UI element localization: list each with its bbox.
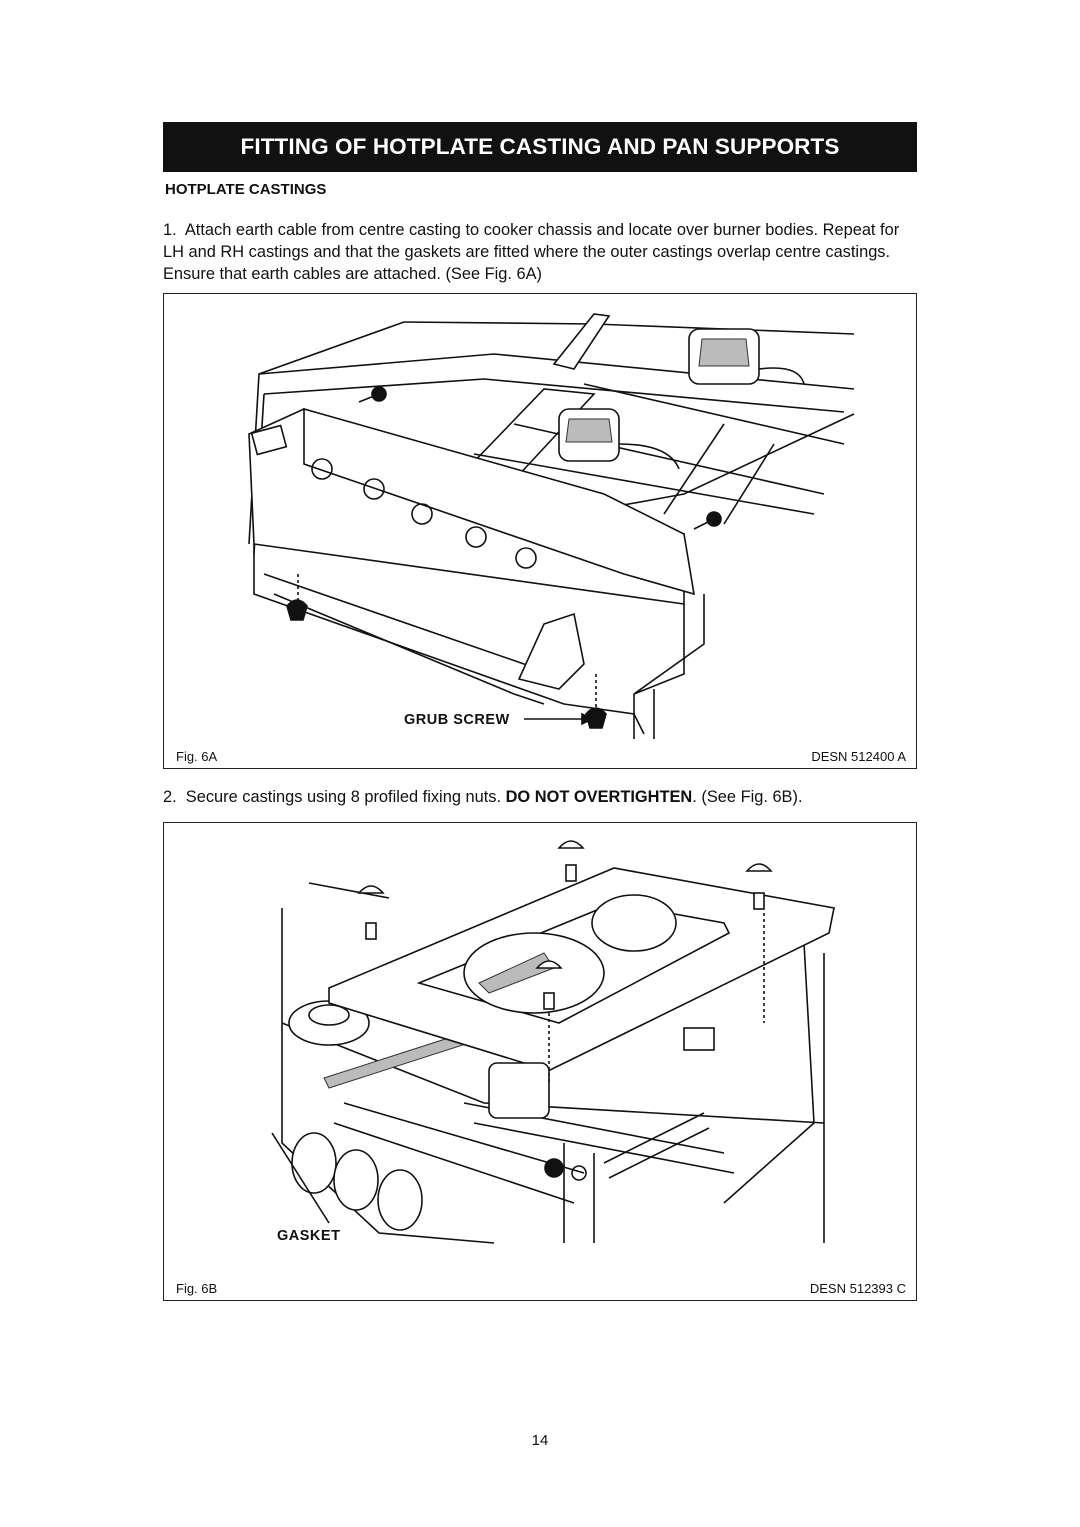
callout-label: GASKET: [277, 1228, 341, 1244]
step: 1. Attach earth cable from centre castin…: [163, 219, 903, 285]
illustration: [248, 313, 855, 739]
figure-caption: Fig. 6B: [176, 1281, 218, 1296]
illustration: [271, 840, 835, 1244]
title-bar: FITTING OF HOTPLATE CASTING AND PAN SUPP…: [163, 122, 917, 172]
step-number: 2.: [163, 788, 177, 806]
step-text: . (See Fig. 6B).: [692, 788, 803, 806]
step: 2. Secure castings using 8 profiled fixi…: [163, 786, 917, 808]
figure-caption: Fig. 6A: [176, 749, 218, 764]
step-emphasis: DO NOT OVERTIGHTEN: [505, 788, 693, 806]
figure: GRUB SCREW Fig. 6A DESN 512400 A: [163, 293, 917, 769]
section-heading: HOTPLATE CASTINGS: [165, 181, 327, 198]
page-number: 14: [531, 1432, 549, 1449]
step-text: Secure castings using 8 profiled fixing …: [185, 788, 502, 806]
figure-reference: DESN 512400 A: [811, 749, 906, 764]
step-number: 1.: [163, 221, 177, 239]
step-text: Attach earth cable from centre casting t…: [163, 221, 900, 283]
figure: GASKET Fig. 6B DESN 512393 C: [163, 822, 917, 1301]
callout-label: GRUB SCREW: [404, 712, 510, 728]
figure-reference: DESN 512393 C: [809, 1281, 906, 1296]
